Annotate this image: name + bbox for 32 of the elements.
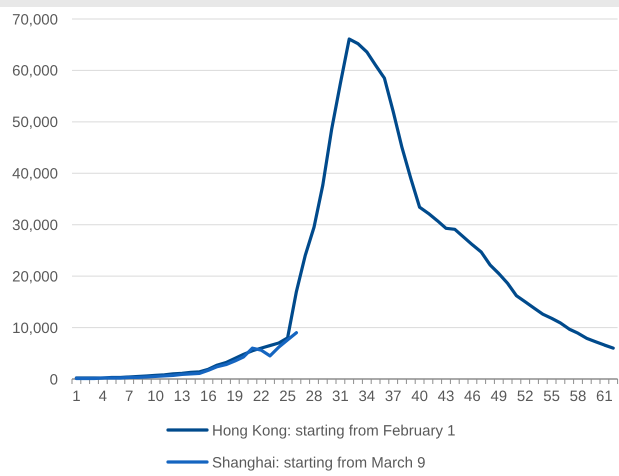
y-tick-label: 40,000: [12, 166, 58, 183]
y-tick-label: 0: [50, 371, 58, 388]
line-series: [74, 331, 298, 380]
y-tick-label: 30,000: [12, 216, 58, 234]
x-tick-label: 52: [516, 388, 534, 405]
x-tick-label: 61: [596, 388, 613, 405]
x-tick-label: 13: [174, 388, 190, 405]
legend-label: Hong Kong: starting from February 1: [212, 422, 456, 440]
x-tick-label: 25: [279, 388, 296, 405]
x-tick-label: 7: [125, 388, 134, 405]
y-tick-label: 20,000: [12, 268, 58, 286]
x-tick-label: 55: [543, 388, 560, 405]
y-tick-label: 60,000: [12, 62, 58, 80]
x-tick-label: 16: [200, 388, 217, 405]
x-tick-label: 46: [464, 388, 481, 405]
y-tick-label: 70,000: [12, 11, 58, 28]
legend-label: Shanghai: starting from March 9: [212, 454, 426, 472]
x-tick-label: 19: [226, 388, 244, 405]
x-tick-label: 40: [411, 388, 428, 405]
x-tick-label: 34: [358, 388, 376, 405]
x-tick-label: 10: [147, 388, 164, 405]
x-tick-label: 43: [438, 388, 454, 405]
x-tick-label: 4: [98, 388, 107, 405]
x-tick-label: 49: [490, 388, 508, 405]
x-tick-label: 31: [332, 388, 349, 405]
x-tick-label: 37: [384, 388, 402, 405]
y-tick-label: 10,000: [12, 320, 58, 337]
x-tick-label: 1: [72, 388, 81, 405]
x-tick-label: 58: [570, 388, 586, 405]
y-tick-label: 50,000: [12, 114, 58, 132]
x-tick-label: 22: [252, 388, 270, 405]
x-tick-label: 28: [306, 388, 322, 405]
